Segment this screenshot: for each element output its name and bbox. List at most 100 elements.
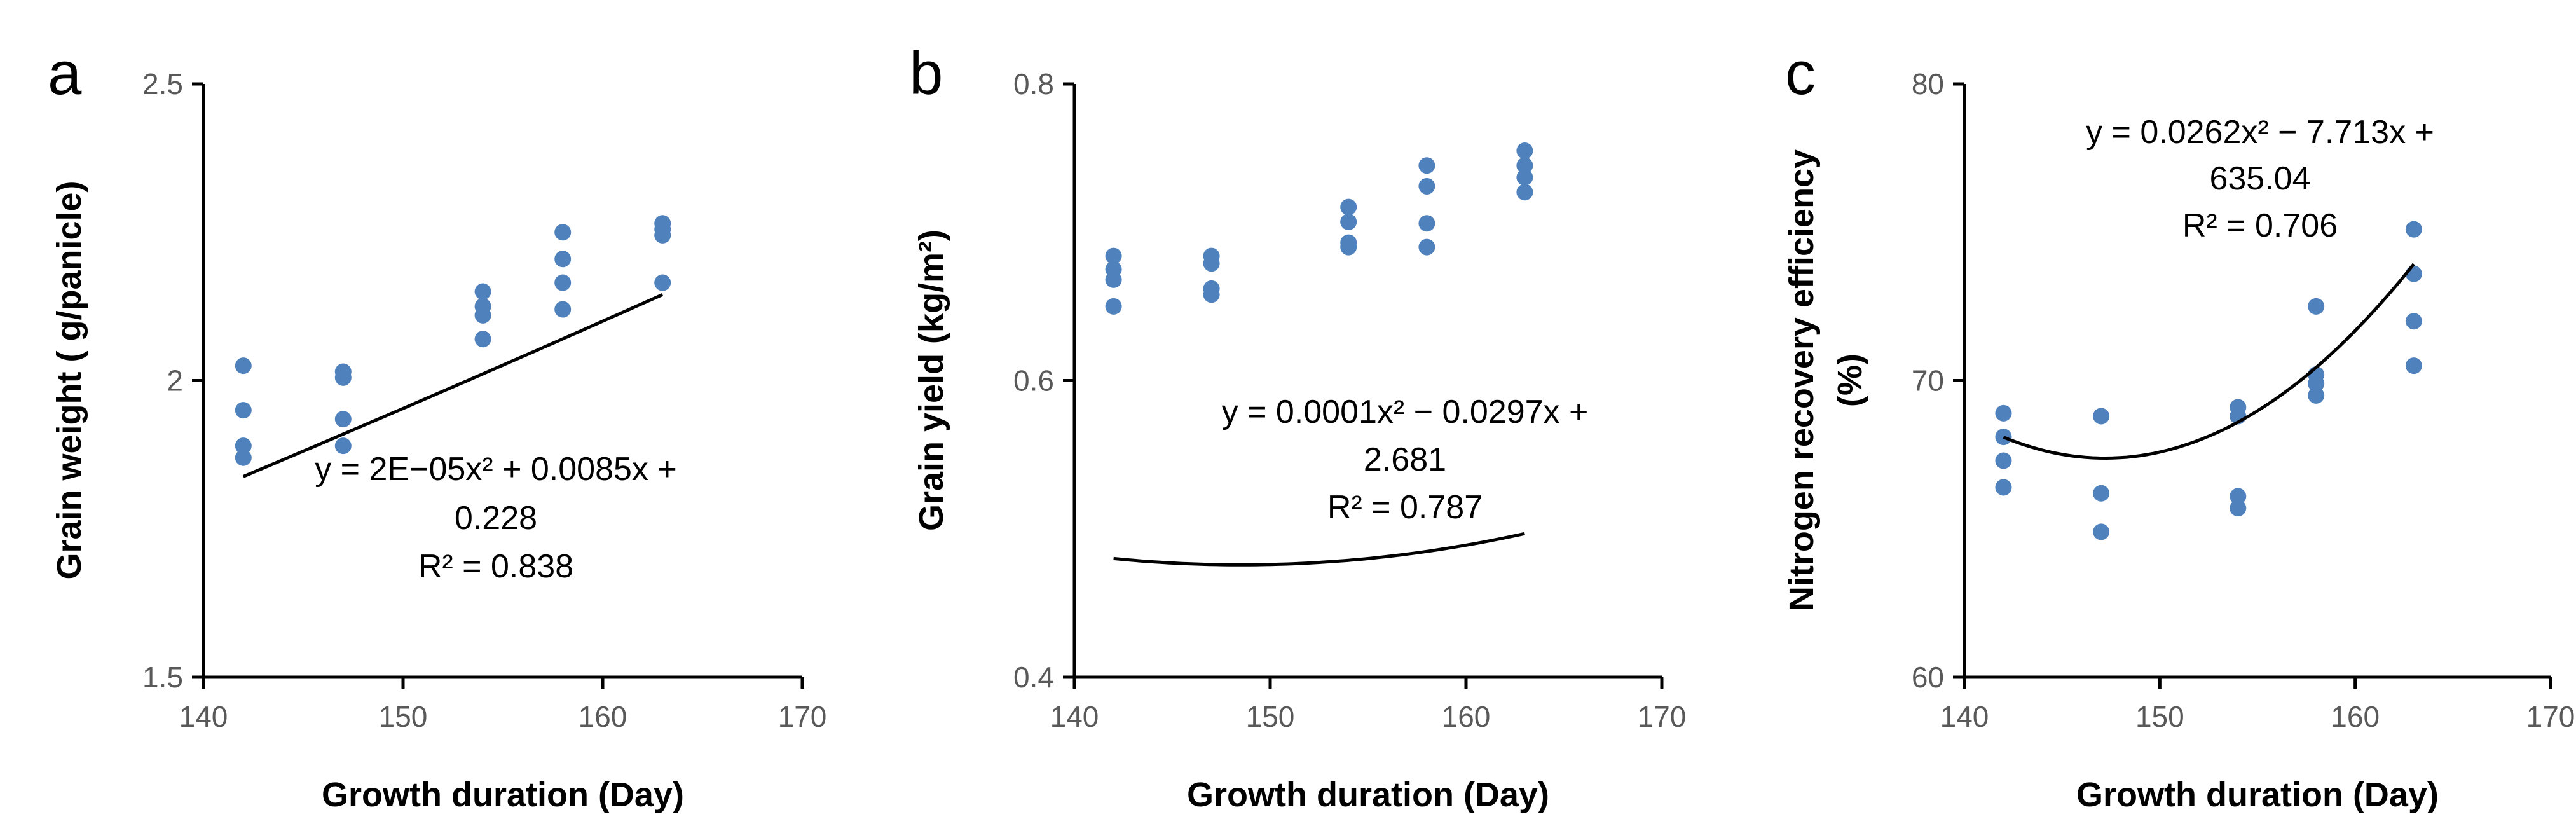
equation-line-a-1: 0.228 xyxy=(455,500,537,537)
equation-line-b-2: R² = 0.787 xyxy=(1327,489,1483,526)
data-point xyxy=(2405,221,2422,238)
data-point xyxy=(334,411,352,428)
data-point xyxy=(2405,313,2422,330)
y-tick-label-c-2: 80 xyxy=(1912,67,1944,100)
y-tick-label-b-2: 0.8 xyxy=(1013,67,1054,100)
data-point xyxy=(2405,265,2422,282)
equation-line-b-1: 2.681 xyxy=(1364,441,1446,478)
data-point xyxy=(1516,184,1533,201)
y-axis-title-a: Grain weight ( g/panicle) xyxy=(50,181,88,579)
x-tick-label-b-3: 170 xyxy=(1638,700,1687,733)
data-point xyxy=(1418,238,1435,256)
y-tick-label-a-1: 2 xyxy=(167,364,183,397)
x-tick-label-b-0: 140 xyxy=(1050,700,1099,733)
y-axis-title-b: Grain yield (kg/m²) xyxy=(912,230,950,531)
data-point xyxy=(654,274,671,291)
data-point xyxy=(1516,157,1533,174)
data-point xyxy=(2308,375,2325,392)
y-axis-title-c-line-1: Nitrogen recovery efficiency xyxy=(1783,149,1821,611)
data-point xyxy=(1340,238,1357,256)
equation-line-b-0: y = 0.0001x² − 0.0297x + xyxy=(1222,394,1589,430)
equation-line-a-0: y = 2E−05x² + 0.0085x + xyxy=(315,451,677,488)
data-point xyxy=(2308,387,2325,404)
data-points-b xyxy=(1105,142,1533,315)
data-point xyxy=(1105,247,1122,265)
panel-a: a 1.5 2 2.5 140 150 160 170 y = 2E−05x² … xyxy=(48,39,826,814)
data-point xyxy=(1418,157,1435,174)
data-point xyxy=(1203,255,1220,272)
data-point xyxy=(1516,142,1533,159)
y-tick-label-c-1: 70 xyxy=(1912,364,1944,397)
data-point xyxy=(1418,177,1435,195)
data-point xyxy=(2093,408,2110,425)
data-point xyxy=(1105,271,1122,288)
data-point xyxy=(334,437,352,455)
trendline-a xyxy=(242,293,664,478)
data-point xyxy=(235,449,252,466)
x-axis-title-c: Growth duration (Day) xyxy=(2076,776,2439,814)
equation-line-a-2: R² = 0.838 xyxy=(418,548,573,585)
data-point xyxy=(1995,452,2012,469)
tick-marks-c xyxy=(1953,82,2552,689)
y-axis-title-c-line-2: (%) xyxy=(1831,354,1869,407)
data-point xyxy=(235,357,252,375)
data-point xyxy=(334,369,352,386)
data-points-c xyxy=(1995,221,2422,540)
x-tick-label-a-1: 150 xyxy=(379,700,428,733)
panel-b: b 0.4 0.6 0.8 140 150 160 170 y = 0.0001… xyxy=(909,39,1686,814)
tick-marks-a xyxy=(192,82,804,689)
x-tick-label-b-1: 150 xyxy=(1246,700,1295,733)
data-point xyxy=(474,283,491,300)
data-point xyxy=(1516,169,1533,186)
x-tick-label-a-2: 160 xyxy=(579,700,627,733)
data-point xyxy=(474,306,491,324)
data-point xyxy=(1340,213,1357,230)
data-point xyxy=(2308,298,2325,315)
data-point xyxy=(1203,286,1220,303)
tick-marks-b xyxy=(1063,82,1664,689)
x-tick-label-a-0: 140 xyxy=(179,700,228,733)
y-tick-label-a-0: 1.5 xyxy=(142,661,183,694)
data-point xyxy=(2093,523,2110,540)
y-tick-label-b-1: 0.6 xyxy=(1013,364,1054,397)
data-point xyxy=(554,251,572,268)
data-point xyxy=(2230,488,2247,505)
data-point xyxy=(554,224,572,241)
data-point xyxy=(474,331,491,348)
data-point xyxy=(2230,500,2247,517)
y-tick-label-c-0: 60 xyxy=(1912,661,1944,694)
data-point xyxy=(554,301,572,318)
data-point xyxy=(1340,198,1357,216)
data-point xyxy=(235,402,252,419)
data-point xyxy=(2093,485,2110,502)
y-tick-label-b-0: 0.4 xyxy=(1013,661,1054,694)
data-point xyxy=(1995,404,2012,422)
trendline-c xyxy=(2003,263,2415,460)
data-points-a xyxy=(235,215,671,466)
panel-letter-c: c xyxy=(1785,39,1816,107)
x-axis-title-b: Growth duration (Day) xyxy=(1187,776,1549,814)
x-tick-label-c-2: 160 xyxy=(2331,700,2380,733)
equation-line-c-0: y = 0.0262x² − 7.713x + xyxy=(2086,114,2434,151)
equation-line-c-1: 635.04 xyxy=(2209,160,2310,197)
x-tick-label-a-3: 170 xyxy=(778,700,827,733)
data-point xyxy=(1418,215,1435,232)
trendline-b xyxy=(1113,532,1525,567)
data-point xyxy=(654,226,671,244)
panel-c: c 60 70 80 140 150 160 170 y = 0.0262x² … xyxy=(1783,39,2575,814)
x-tick-label-c-3: 170 xyxy=(2526,700,2575,733)
data-point xyxy=(1105,298,1122,315)
data-point xyxy=(235,437,252,455)
data-point xyxy=(1995,429,2012,446)
data-point xyxy=(554,274,572,291)
x-tick-label-b-2: 160 xyxy=(1442,700,1491,733)
x-axis-title-a: Growth duration (Day) xyxy=(322,776,684,814)
data-point xyxy=(2405,357,2422,375)
data-point xyxy=(1995,479,2012,496)
equation-line-c-2: R² = 0.706 xyxy=(2182,207,2338,244)
x-tick-label-c-0: 140 xyxy=(1940,700,1989,733)
x-tick-label-c-1: 150 xyxy=(2135,700,2184,733)
panel-letter-b: b xyxy=(909,39,943,107)
panel-letter-a: a xyxy=(48,39,82,107)
